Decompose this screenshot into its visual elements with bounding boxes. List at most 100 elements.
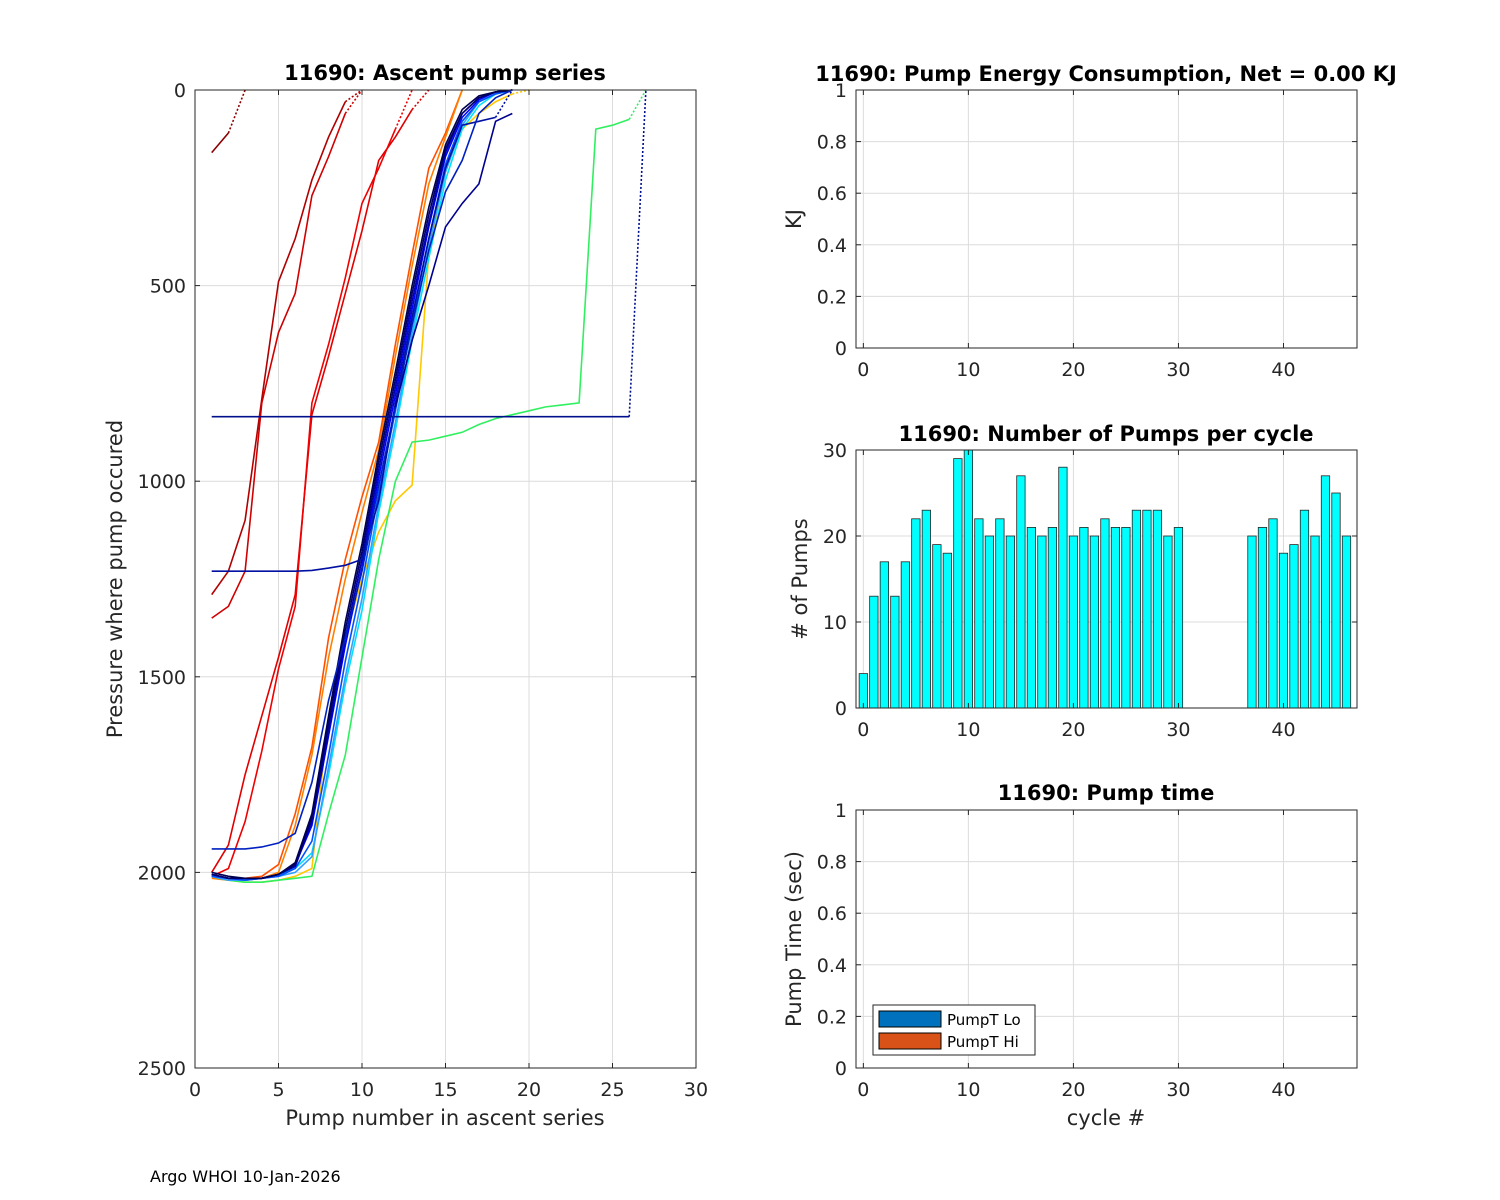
bar-cycle-28 [1152, 509, 1163, 709]
x-tick-label: 30 [1166, 719, 1190, 741]
bar-cycle-44 [1320, 475, 1331, 709]
pump-energy-chart: 0 10 20 30 40 0 0.2 0.4 0.6 0.8 1 11690: Pump Ener… [782, 62, 1397, 381]
y-tick-label: 0.8 [817, 132, 847, 154]
bar-cycle-27 [1142, 509, 1152, 709]
bar-cycle-19 [1058, 466, 1068, 709]
y-tick-label: 500 [150, 276, 186, 298]
bar-cycle-13 [995, 518, 1005, 709]
x-tick-label: 0 [857, 719, 869, 741]
bar-cycle-6 [921, 509, 931, 709]
y-tick-label: 0 [835, 338, 847, 360]
series-line-darknavy-2 [211, 89, 513, 880]
bar-cycle-29 [1163, 535, 1173, 709]
bar-cycle-18 [1047, 527, 1058, 709]
bar-cycle-23 [1100, 518, 1110, 709]
legend-label-lo: PumpT Lo [947, 1011, 1021, 1029]
bar-cycle-16 [1026, 527, 1037, 709]
pump-time-chart: 0 10 20 30 40 0 0.2 0.4 0.6 0.8 1 11690: Pump time… [782, 781, 1358, 1130]
x-tick-label: 5 [272, 1079, 284, 1101]
series-line-mid-orange [211, 89, 463, 882]
bar-cycle-22 [1089, 535, 1100, 709]
y-tick-label: 1000 [138, 471, 186, 493]
bar-cycle-25 [1121, 527, 1131, 709]
bar-cycle-2 [879, 561, 889, 709]
y-tick-label: 0.4 [817, 955, 847, 977]
plot-frame [855, 89, 1358, 349]
chart-title: 11690: Pump time [998, 781, 1215, 805]
y-tick-label: 0 [174, 80, 186, 102]
series-line-navy-step-3 [211, 89, 513, 850]
bar-cycle-1 [869, 595, 879, 709]
bar-cycle-39 [1268, 518, 1278, 709]
series-line-navy-step-2 [211, 116, 496, 572]
series-tail-early-4 [411, 89, 430, 111]
chart-title: 11690: Ascent pump series [284, 61, 606, 85]
bar-cycle-45 [1331, 492, 1341, 709]
y-axis-label: KJ [782, 209, 806, 229]
legend-swatch-hi [878, 1032, 942, 1050]
bar-cycle-46 [1341, 535, 1352, 709]
series-line-early-4 [211, 109, 413, 873]
series-line-early-5 [211, 128, 397, 878]
series-line-early-3 [211, 113, 347, 619]
legend: PumpT Lo PumpT Hi [872, 1004, 1036, 1056]
series-tail-early-5 [394, 89, 413, 130]
bar-cycle-14 [1005, 535, 1015, 709]
x-tick-label: 40 [1271, 719, 1295, 741]
y-tick-label: 10 [823, 612, 847, 634]
series-tail-navy-step-2 [494, 89, 513, 118]
x-tick-label: 20 [1061, 1079, 1085, 1101]
bar-cycle-30 [1173, 527, 1184, 709]
y-tick-label: 20 [823, 526, 847, 548]
x-tick-label: 15 [433, 1079, 457, 1101]
y-tick-label: 2000 [138, 862, 186, 884]
series-tail-early-3 [344, 89, 363, 114]
x-tick-label: 30 [1166, 1079, 1190, 1101]
y-tick-label: 1 [835, 800, 847, 822]
footer-credit: Argo WHOI 10-Jan-2026 [150, 1167, 341, 1186]
bar-cycle-26 [1131, 509, 1142, 709]
y-axis-label: # of Pumps [788, 518, 812, 640]
bar-cycle-40 [1278, 552, 1289, 709]
y-tick-label: 1 [835, 80, 847, 102]
x-tick-label: 40 [1271, 1079, 1295, 1101]
chart-title: 11690: Number of Pumps per cycle [898, 422, 1313, 446]
x-tick-label: 0 [857, 359, 869, 381]
bar-cycle-37 [1247, 535, 1257, 709]
series-tail-green [628, 89, 647, 120]
bar-cycle-10 [963, 449, 973, 709]
x-tick-label: 0 [189, 1079, 201, 1101]
ascent-pump-series-chart: 0 5 10 15 20 25 30 0 500 1000 1500 2000 2500 11690: … [103, 61, 708, 1130]
x-tick-label: 10 [956, 1079, 980, 1101]
legend-label-hi: PumpT Hi [947, 1033, 1019, 1051]
bar-cycle-38 [1257, 527, 1268, 709]
y-tick-label: 30 [823, 440, 847, 462]
bar-cycle-42 [1299, 509, 1310, 709]
x-tick-label: 25 [600, 1079, 624, 1101]
legend-swatch-lo [878, 1010, 942, 1028]
bar-cycle-43 [1310, 535, 1320, 709]
bar-cycle-11 [974, 518, 984, 709]
bar-cycle-3 [890, 595, 900, 709]
bar-cycle-17 [1037, 535, 1047, 709]
x-axis-label: cycle # [1067, 1106, 1146, 1130]
series-tail-navy-step-1 [628, 89, 647, 417]
pumps-per-cycle-chart: 0 10 20 30 40 0 10 20 30 11690: Number of Pumps … [788, 422, 1358, 741]
pump-series-lines [211, 89, 647, 883]
series-line-early-2 [211, 101, 347, 596]
x-tick-label: 10 [956, 359, 980, 381]
series-line-early-1 [211, 132, 230, 154]
series-line-darkblue-outlier [394, 112, 513, 408]
bar-cycle-9 [953, 458, 963, 709]
y-tick-label: 0.4 [817, 235, 847, 257]
y-tick-label: 1500 [138, 667, 186, 689]
y-axis-label: Pump Time (sec) [782, 851, 806, 1027]
x-tick-label: 10 [956, 719, 980, 741]
series-line-green [211, 118, 630, 883]
series-tail-yellow [512, 89, 530, 95]
bar-cycle-12 [984, 535, 994, 709]
y-axis-label: Pressure where pump occured [103, 420, 127, 738]
bar-cycle-7 [932, 544, 942, 709]
x-axis-label: Pump number in ascent series [285, 1106, 604, 1130]
